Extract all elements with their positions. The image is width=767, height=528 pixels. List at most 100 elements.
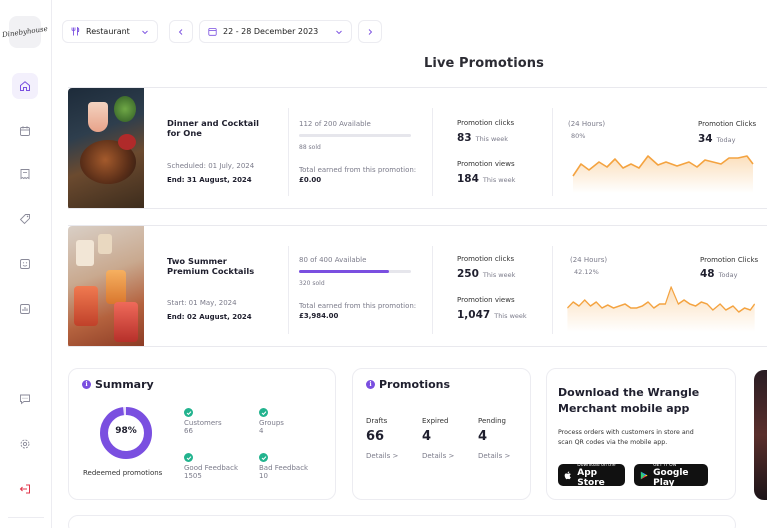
stat-pending: Pending 4 Details > [478,417,511,460]
sparkline-area [567,287,755,332]
summary-panel: i Summary 98% Redeemed promotions Custome… [68,368,336,500]
redeemed-donut [100,407,152,459]
clicks-period: This week [482,271,516,279]
nav-home[interactable] [12,73,38,99]
tag-icon [19,214,30,225]
app-store-button[interactable]: Download on the App Store [558,463,625,488]
pending-details-link[interactable]: Details > [478,452,511,460]
availability-bar [299,270,411,273]
promotion-end: End: 02 August, 2024 [167,313,252,321]
views-period: This week [494,312,527,320]
google-play-button[interactable]: GET IT ON Google Play [634,463,708,488]
sparkline-chart [572,155,754,193]
chart-clicks-label: Promotion Clicks [698,120,757,128]
chart-period: (24 Hours) [568,120,606,128]
earned-value: £3,984.00 [299,312,339,320]
receipt-icon [20,169,30,180]
promotion-image [68,88,144,208]
views-value: 184 [457,173,479,185]
stat-expired: Expired 4 Details > [422,417,455,460]
expired-details-link[interactable]: Details > [422,452,455,460]
clicks-period: This week [475,135,509,143]
venue-label: Restaurant [86,27,130,36]
divider [432,246,433,334]
apple-icon [564,470,571,479]
views-period: This week [482,176,516,184]
chart-clicks-period: Today [716,136,736,144]
earned-label: Total earned from this promotion: [299,166,417,174]
fork-knife-icon [71,27,80,36]
availability-label: 80 of 400 Available [299,256,367,264]
availability-label: 112 of 200 Available [299,120,371,128]
divider [552,246,553,334]
chart-clicks-value: 48 [700,268,715,280]
gear-icon [20,439,30,449]
summary-title: i Summary [82,378,154,391]
nav-calendar[interactable] [12,118,38,144]
prev-week-button[interactable] [169,20,193,43]
nav-reports[interactable] [12,296,38,322]
stat-groups: Groups 4 [259,408,284,435]
divider [288,108,289,196]
views-value: 1,047 [457,309,491,321]
nav-feedback[interactable] [12,251,38,277]
check-icon [184,453,193,462]
smile-box-icon [20,259,30,269]
chevron-down-icon [336,30,342,34]
sold-count: 88 sold [299,144,321,151]
clicks-value: 250 [457,268,479,280]
download-app-panel: Download the Wrangle Merchant mobile app … [546,368,736,500]
clicks-label: Promotion clicks [457,255,515,263]
nav-support[interactable] [12,386,38,412]
info-icon: i [82,380,91,389]
google-play-icon [640,471,648,479]
drafts-details-link[interactable]: Details > [366,452,399,460]
chart-percent: 80% [571,132,586,140]
promo-banner-partial[interactable] [754,370,767,500]
page-title: Live Promotions [424,56,544,71]
info-icon: i [366,380,375,389]
brand-logo[interactable]: Dinebyhouse [2,16,48,48]
divider [552,108,553,196]
promotion-card[interactable]: Two Summer Premium Cocktails Start: 01 Ma… [68,225,767,347]
promotions-panel: i Promotions Drafts 66 Details > Expired … [352,368,531,500]
sidebar: Dinebyhouse [0,0,52,528]
availability-bar [299,134,411,137]
nav-logout[interactable] [12,476,38,502]
venue-select[interactable]: Restaurant [62,20,158,43]
sparkline-line [572,155,754,177]
chart-clicks-label: Promotion Clicks [700,256,759,264]
check-icon [184,408,193,417]
next-week-button[interactable] [358,20,382,43]
chart-clicks-period: Today [718,271,738,279]
donut-value: 98% [115,426,137,436]
date-range-label: 22 - 28 December 2023 [223,27,319,36]
divider [288,246,289,334]
chevron-right-icon [368,28,373,35]
nav-promotions[interactable] [12,206,38,232]
clicks-label: Promotion clicks [457,119,515,127]
sparkline-area [573,156,753,193]
download-description: Process orders with customers in store a… [558,429,694,446]
chart-percent: 42.12% [574,268,599,276]
chevron-left-icon [178,28,183,35]
check-icon [259,453,268,462]
donut-label: Redeemed promotions [83,469,163,477]
bar-chart-icon [20,304,30,314]
views-label: Promotion views [457,160,515,168]
promotion-card[interactable]: Dinner and Cocktail for One Scheduled: 01… [68,87,767,209]
promotion-schedule: Scheduled: 01 July, 2024 [167,162,255,170]
date-range-select[interactable]: 22 - 28 December 2023 [199,20,352,43]
calendar-icon [208,28,217,36]
views-label: Promotion views [457,296,515,304]
sparkline-line [567,286,756,313]
nav-orders[interactable] [12,161,38,187]
earned-value: £0.00 [299,176,322,184]
chevron-down-icon [142,30,148,34]
promotion-end: End: 31 August, 2024 [167,176,252,184]
download-title: Download the Wrangle Merchant mobile app [558,386,700,415]
stat-customers: Customers 66 [184,408,222,435]
sparkline-chart [567,286,756,332]
stat-good-feedback: Good Feedback 1505 [184,453,238,480]
nav-settings[interactable] [12,431,38,457]
